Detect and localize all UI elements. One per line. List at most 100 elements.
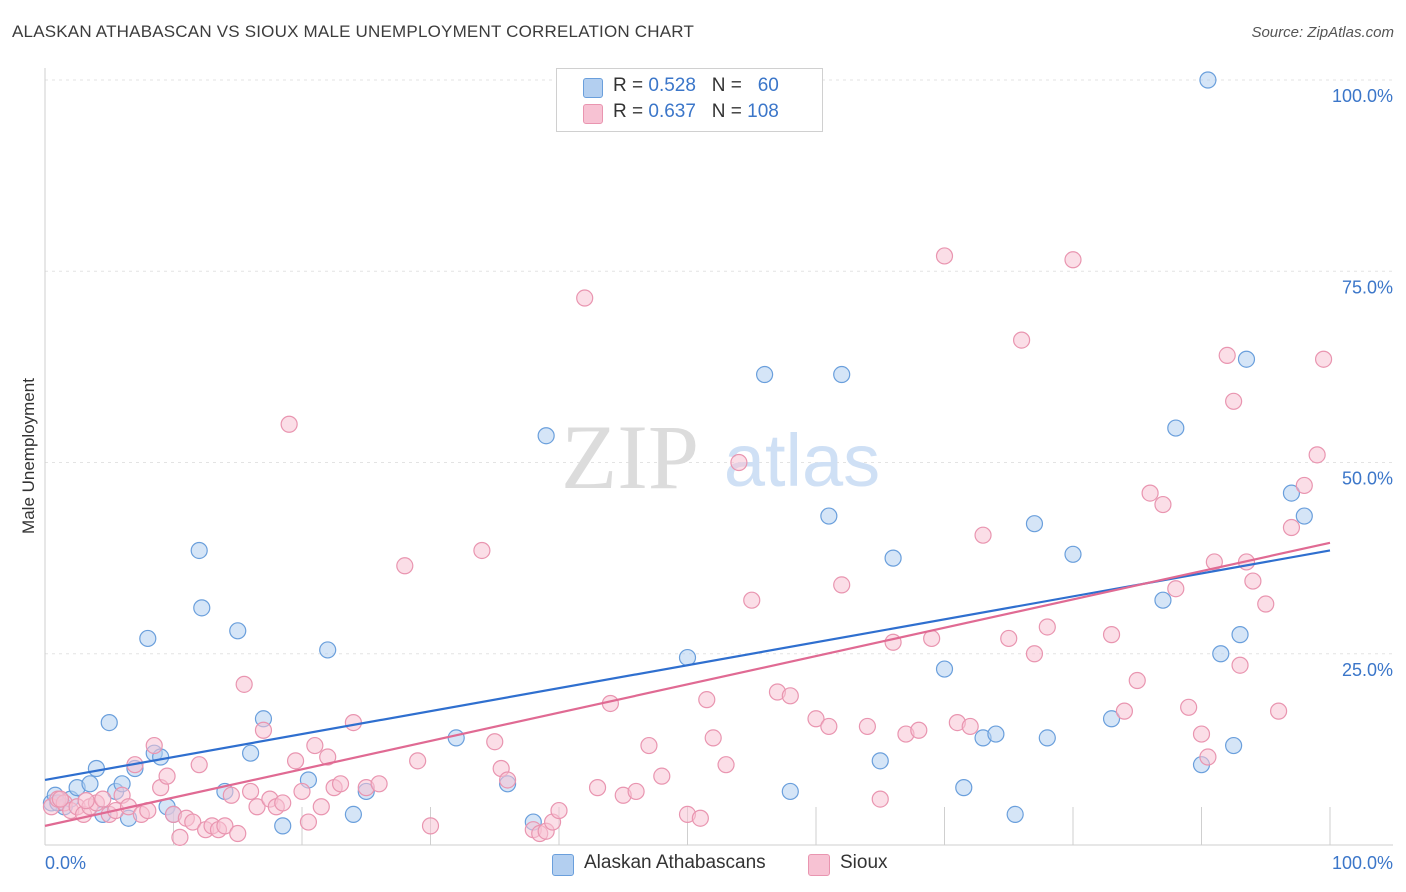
sioux-point	[235, 675, 253, 693]
athabascan-point	[955, 779, 973, 797]
sioux-point	[1000, 629, 1018, 648]
sioux-point	[1269, 702, 1288, 720]
athabascan-point	[229, 622, 247, 640]
athabascan-point	[1237, 350, 1256, 368]
sioux-point	[94, 790, 112, 808]
sioux-point	[1102, 626, 1121, 644]
sioux-point	[280, 415, 298, 433]
legend-label: Sioux	[840, 852, 888, 873]
sioux-point	[1282, 518, 1301, 537]
sioux-point	[421, 817, 440, 835]
pink-swatch	[583, 104, 603, 124]
athabascan-point	[537, 427, 555, 445]
sioux-point	[254, 721, 273, 739]
blue-swatch	[552, 854, 574, 876]
sioux-point	[935, 247, 954, 265]
athabascan-point	[1231, 626, 1249, 644]
sioux-point	[312, 798, 330, 816]
sioux-trendline	[44, 541, 1331, 827]
stats-legend: R = 0.528 N = 60 R = 0.637 N = 108	[556, 68, 823, 132]
sioux-point	[1225, 392, 1243, 410]
sioux-point	[961, 717, 979, 736]
athabascan-point	[987, 725, 1005, 743]
sioux-point	[1180, 698, 1198, 716]
athabascan-point	[319, 641, 337, 659]
y-tick-label: 75.0%	[1342, 277, 1393, 297]
sioux-point	[1192, 725, 1211, 743]
sioux-point	[1064, 251, 1082, 269]
sioux-point	[1199, 748, 1217, 766]
sioux-point	[286, 752, 305, 770]
athabascan-point	[1102, 710, 1121, 728]
sioux-point	[858, 717, 877, 736]
y-tick-label: 100.0%	[1332, 86, 1393, 106]
sioux-point	[1025, 645, 1044, 663]
athabascan-point	[1199, 71, 1217, 89]
n-label: N =	[711, 75, 748, 96]
y-axis-label: Male Unemployment	[19, 378, 38, 534]
sioux-point	[910, 721, 928, 739]
athabascan-point	[884, 549, 902, 567]
sioux-point	[331, 775, 350, 793]
sioux-point	[344, 713, 362, 732]
sioux-point	[171, 828, 189, 846]
r-label: R =	[613, 101, 649, 122]
sioux-point	[274, 794, 292, 812]
sioux-point	[884, 633, 902, 651]
chart-title: ALASKAN ATHABASCAN VS SIOUX MALE UNEMPLO…	[12, 22, 695, 41]
sioux-point	[1244, 572, 1262, 590]
sioux-point	[1167, 580, 1185, 598]
sioux-point	[486, 733, 504, 751]
r-value-blue: 0.528	[648, 75, 696, 96]
athabascan-point	[100, 713, 118, 732]
sioux-point	[409, 752, 427, 770]
sioux-point	[229, 824, 247, 843]
sioux-point	[299, 813, 318, 831]
athabascan-point	[1006, 805, 1024, 824]
athabascan-point	[87, 759, 106, 778]
sioux-point	[396, 557, 414, 575]
pink-swatch	[808, 854, 830, 876]
sioux-point	[242, 782, 260, 801]
sioux-point	[698, 691, 716, 709]
sioux-point	[51, 790, 70, 808]
sioux-point	[306, 736, 324, 755]
sioux-point	[576, 289, 594, 307]
y-tick-label: 25.0%	[1342, 660, 1393, 680]
x-tick-label-max: 100.0%	[1332, 853, 1393, 873]
athabascan-point	[242, 744, 260, 762]
n-value-pink: 108	[747, 101, 779, 122]
athabascan-point	[1212, 645, 1230, 663]
sioux-point	[1115, 702, 1134, 720]
sioux-point	[640, 736, 658, 755]
sioux-point	[550, 801, 568, 820]
sioux-point	[145, 736, 163, 755]
axis-layer	[44, 68, 1393, 846]
athabascan-point	[1038, 729, 1056, 747]
sioux-point	[1308, 446, 1326, 464]
athabascan-point	[193, 599, 211, 617]
sioux-point	[730, 453, 748, 472]
athabascan-point	[935, 660, 954, 678]
athabascan-point	[755, 365, 774, 384]
athabascan-point	[190, 541, 208, 560]
athabascan-point	[1025, 515, 1044, 533]
sioux-point	[820, 717, 838, 736]
r-label: R =	[613, 75, 649, 96]
sioux-point	[293, 782, 311, 801]
athabascan-point	[1282, 484, 1301, 502]
athabascan-point	[1295, 507, 1313, 525]
n-label: N =	[711, 101, 748, 122]
sioux-point	[807, 710, 825, 728]
athabascan-point	[139, 629, 157, 648]
points-layer	[42, 71, 1333, 846]
sioux-point	[704, 729, 722, 747]
athabascan-point	[1154, 591, 1172, 609]
athabascan-point	[781, 782, 799, 801]
legend-label: Alaskan Athabascans	[584, 852, 766, 873]
sioux-point	[77, 792, 95, 810]
athabascan-point	[274, 817, 292, 835]
sioux-point	[222, 786, 240, 804]
sioux-point	[248, 798, 266, 816]
